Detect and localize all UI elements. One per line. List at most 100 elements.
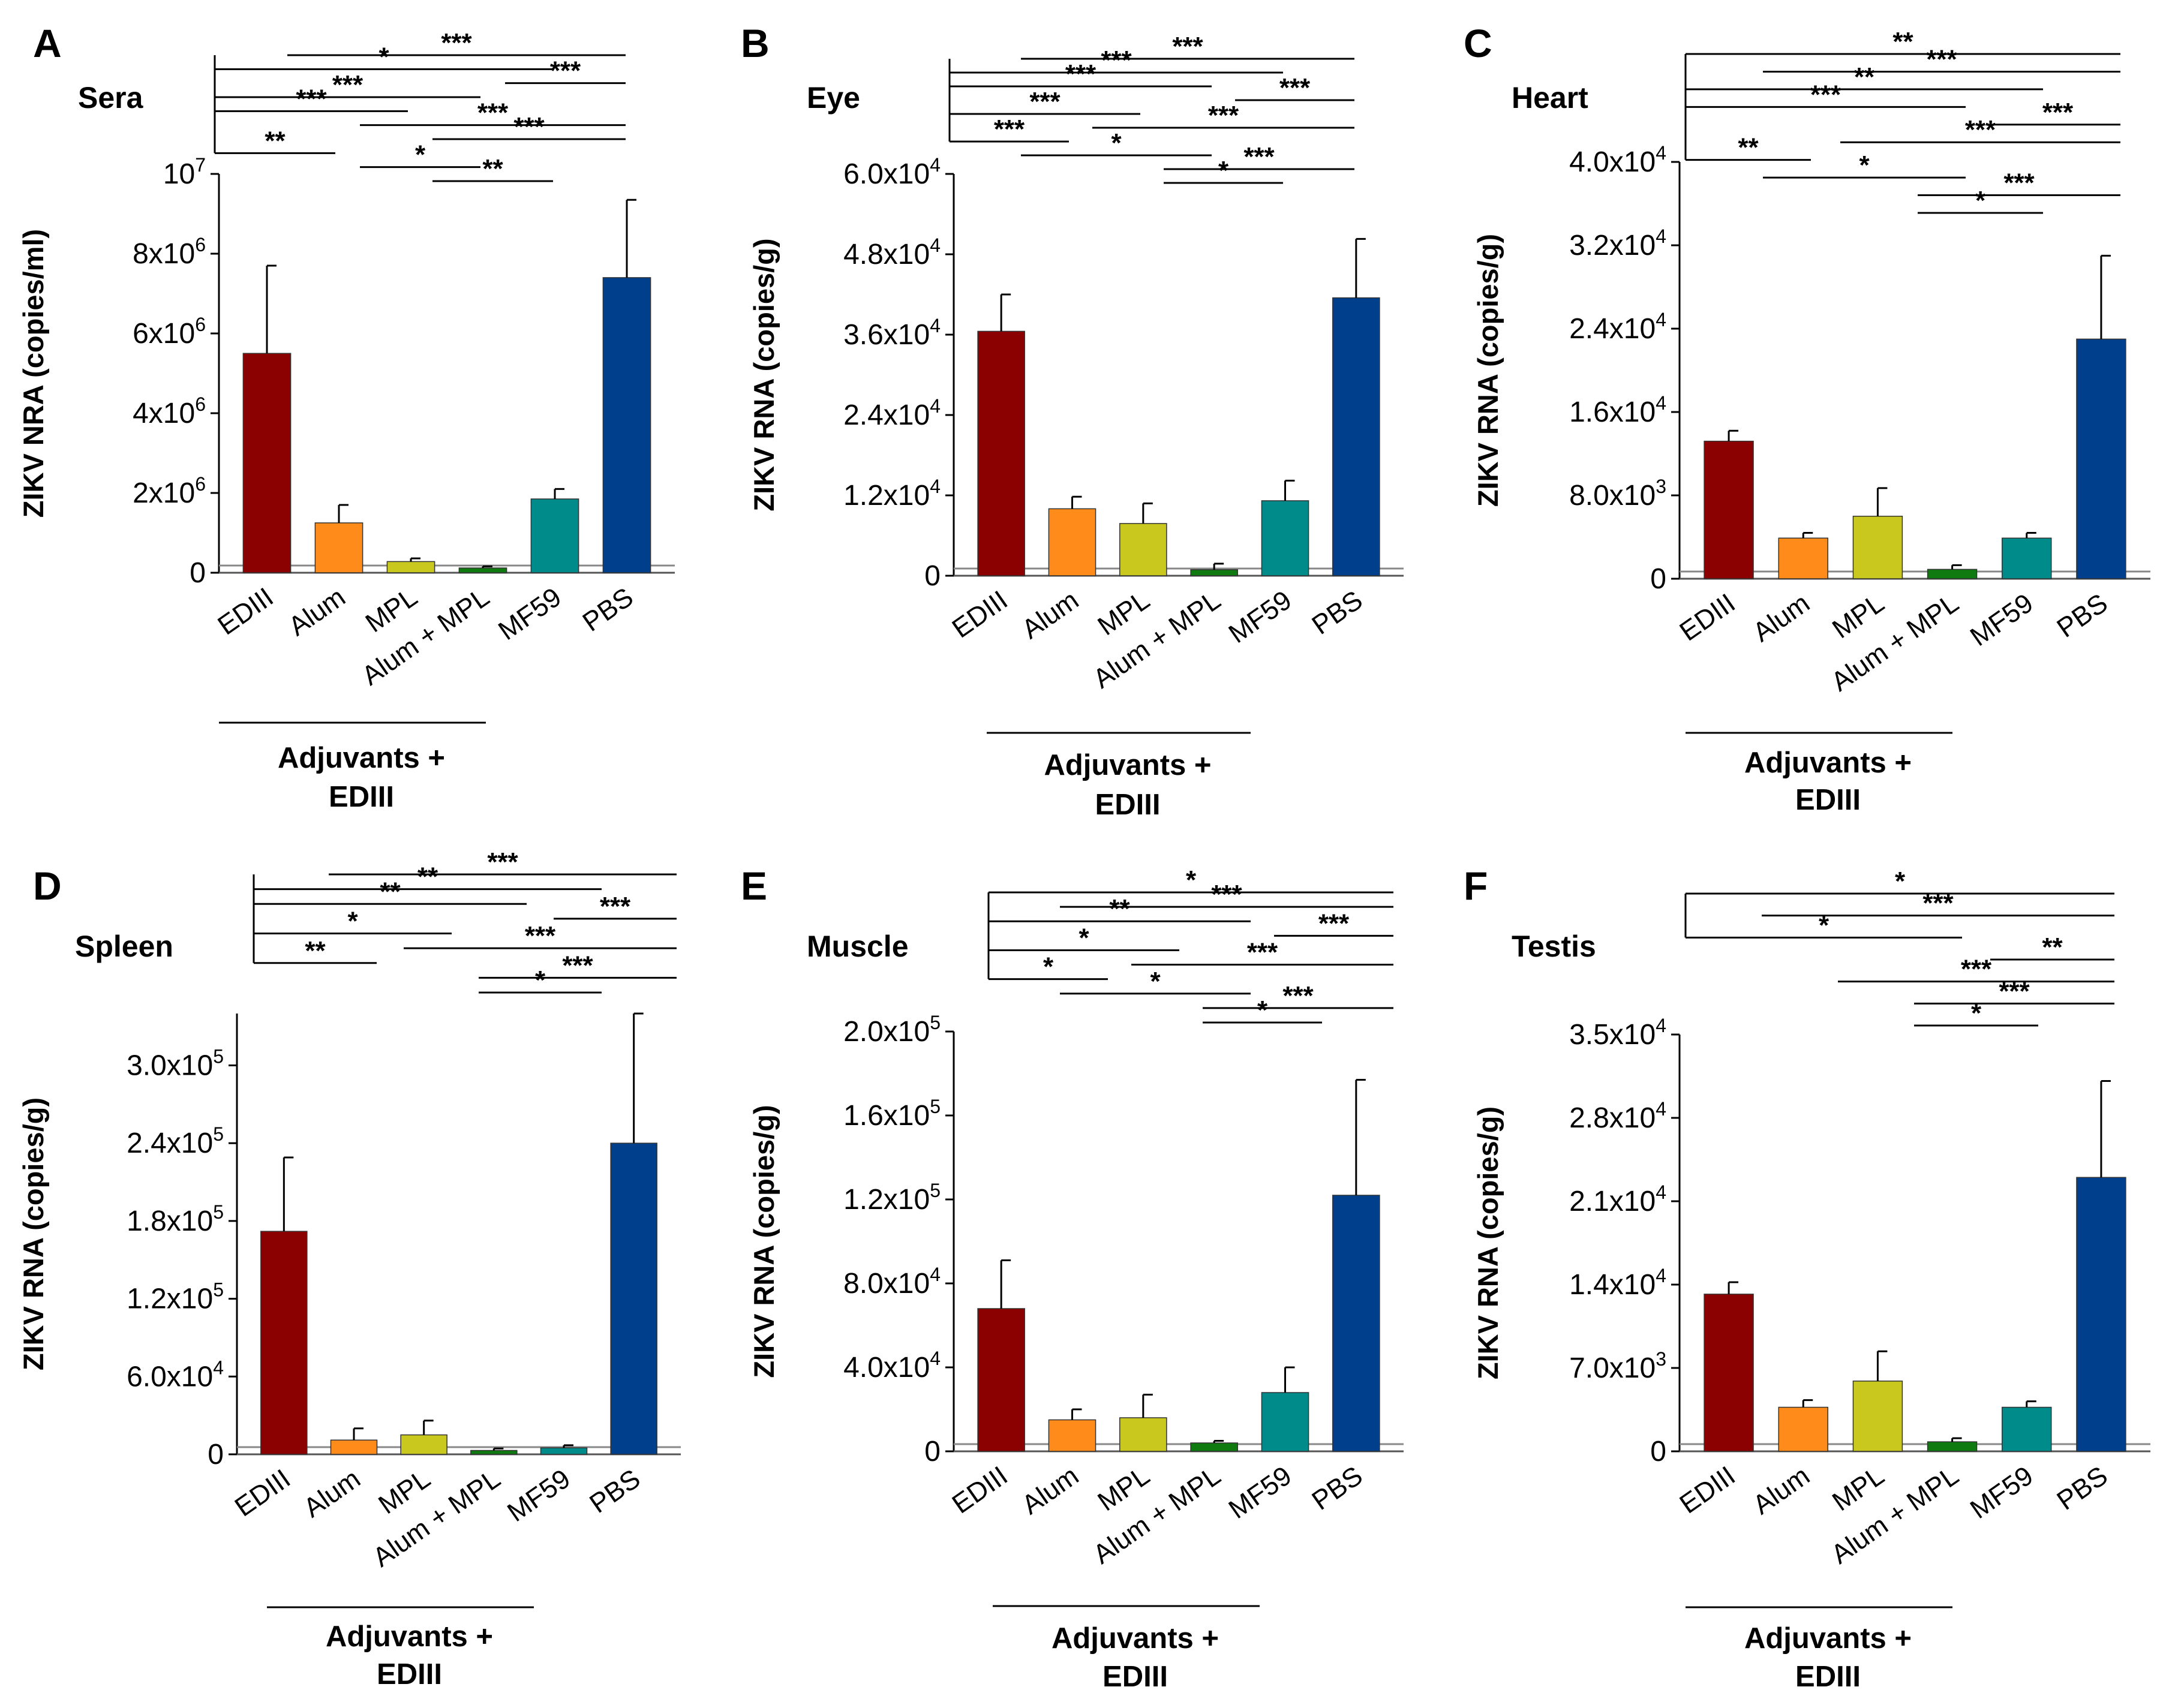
y-tick-label: 0 [924, 560, 941, 592]
panel-title: Spleen [75, 930, 173, 963]
panel-c: C Heart ZIKV RNA (copies/g) 0 8.0x103 1.6x104… [1464, 21, 2150, 816]
panel-title: Testis [1512, 930, 1596, 963]
significance-label: ** [417, 862, 438, 892]
x-category-label: PBS [1306, 584, 1368, 640]
panel-letter: F [1464, 864, 1488, 908]
y-tick-label: 6x106 [133, 314, 206, 350]
y-tick-label: 1.6x105 [843, 1096, 941, 1132]
x-category-label: MF59 [501, 1463, 575, 1527]
y-tick-label: 0 [190, 557, 206, 589]
y-tick-label: 4.8x104 [843, 234, 941, 270]
bar-alum [1778, 537, 1828, 579]
y-tick-label: 1.8x105 [127, 1201, 224, 1237]
significance-label: *** [1810, 80, 1841, 109]
bar-ediii [1704, 1294, 1754, 1452]
significance-label: *** [332, 70, 363, 100]
x-category-label: Alum [283, 581, 350, 642]
bar-ediii [260, 1231, 308, 1455]
significance-label: * [1150, 967, 1161, 996]
significance-label: ** [305, 936, 326, 966]
y-tick-label: 2.8x104 [1569, 1098, 1666, 1134]
bar-alum-mpl [1927, 1441, 1978, 1452]
y-tick-label: 0 [1650, 563, 1666, 595]
bar-mf59 [540, 1447, 588, 1455]
significance-label: *** [2003, 169, 2035, 198]
bar-mf59 [2002, 537, 2052, 579]
significance-label: * [1975, 186, 1986, 215]
panel-b: B Eye ZIKV RNA (copies/g) 0 1.2x104 2.4x104 3.… [741, 21, 1404, 821]
significance-label: * [1111, 128, 1122, 158]
bar-alum-mpl [470, 1450, 518, 1455]
x-category-label: MF59 [492, 581, 566, 646]
y-tick-label: 8x106 [133, 234, 206, 270]
significance-label: *** [525, 921, 556, 951]
x-category-label: Alum [1016, 584, 1084, 645]
bar-alum-mpl [1927, 569, 1978, 579]
significance-label: * [1257, 996, 1268, 1025]
y-tick-label: 3.5x104 [1569, 1015, 1666, 1051]
group-label: Adjuvants + [278, 742, 445, 774]
significance-label: *** [1208, 101, 1239, 130]
group-label: EDIII [1795, 1661, 1861, 1693]
bar-pbs [602, 277, 651, 573]
bar-mf59 [1261, 1392, 1309, 1452]
bar-ediii [1704, 440, 1754, 579]
bar-mpl [1852, 1381, 1903, 1452]
significance-label: ** [1854, 62, 1875, 92]
y-axis-label: ZIKV NRA (copies/ml) [17, 229, 49, 518]
bar-alum [330, 1439, 378, 1455]
y-tick-label: 4x106 [133, 393, 206, 429]
significance-label: * [1859, 151, 1870, 180]
bar-ediii [977, 330, 1025, 576]
significance-label: *** [296, 84, 327, 113]
y-tick-label: 0 [1650, 1436, 1666, 1468]
significance-label: * [1895, 867, 1906, 896]
group-label: EDIII [329, 781, 394, 813]
significance-label: *** [1961, 955, 1992, 984]
significance-label: *** [1172, 32, 1203, 61]
x-category-label: Alum [1747, 587, 1815, 648]
y-tick-label: 8.0x104 [843, 1264, 941, 1300]
significance-label: *** [1999, 976, 2030, 1006]
significance-label: *** [1247, 938, 1278, 967]
x-category-label: EDIII [1674, 587, 1741, 646]
bar-mpl [1852, 516, 1903, 579]
panel-title: Muscle [807, 930, 909, 963]
y-tick-label: 1.2x104 [843, 476, 941, 512]
y-tick-label: 1.4x104 [1569, 1265, 1666, 1301]
bar-ediii [977, 1308, 1025, 1452]
panel-letter: B [741, 21, 770, 65]
significance-label: ** [1109, 894, 1130, 924]
x-category-label: MF59 [1223, 584, 1297, 649]
group-label: EDIII [1095, 789, 1161, 821]
bar-pbs [1332, 297, 1380, 576]
x-category-label: Alum [1747, 1460, 1815, 1520]
group-label: Adjuvants + [1744, 747, 1912, 779]
x-category-label: PBS [2051, 587, 2113, 643]
panel-letter: C [1464, 21, 1492, 65]
y-tick-label: 4.0x104 [1569, 142, 1666, 178]
bar-pbs [610, 1142, 657, 1455]
significance-label: *** [1926, 44, 1957, 74]
x-category-label: PBS [584, 1463, 645, 1518]
significance-label: *** [441, 28, 472, 58]
x-category-label: MF59 [1223, 1460, 1297, 1524]
y-tick-label: 2.0x105 [843, 1012, 941, 1048]
significance-label: *** [1965, 115, 1996, 145]
significance-label: ** [380, 877, 401, 906]
bar-ediii [242, 353, 292, 573]
bar-mpl [1119, 523, 1167, 576]
significance-label: *** [487, 847, 518, 877]
x-category-label: EDIII [1674, 1460, 1741, 1519]
x-category-label: Alum + MPL [367, 1463, 506, 1572]
significance-label: *** [994, 115, 1025, 144]
significance-label: *** [1279, 73, 1311, 103]
y-tick-label: 0 [208, 1439, 224, 1471]
x-category-label: MF59 [1964, 587, 2038, 652]
y-tick-label: 3.6x104 [843, 315, 941, 351]
bar-mpl [400, 1434, 447, 1455]
significance-label: *** [550, 56, 581, 86]
x-category-label: Alum [1016, 1460, 1084, 1520]
bar-alum [1778, 1406, 1828, 1452]
group-label: EDIII [1795, 784, 1861, 816]
